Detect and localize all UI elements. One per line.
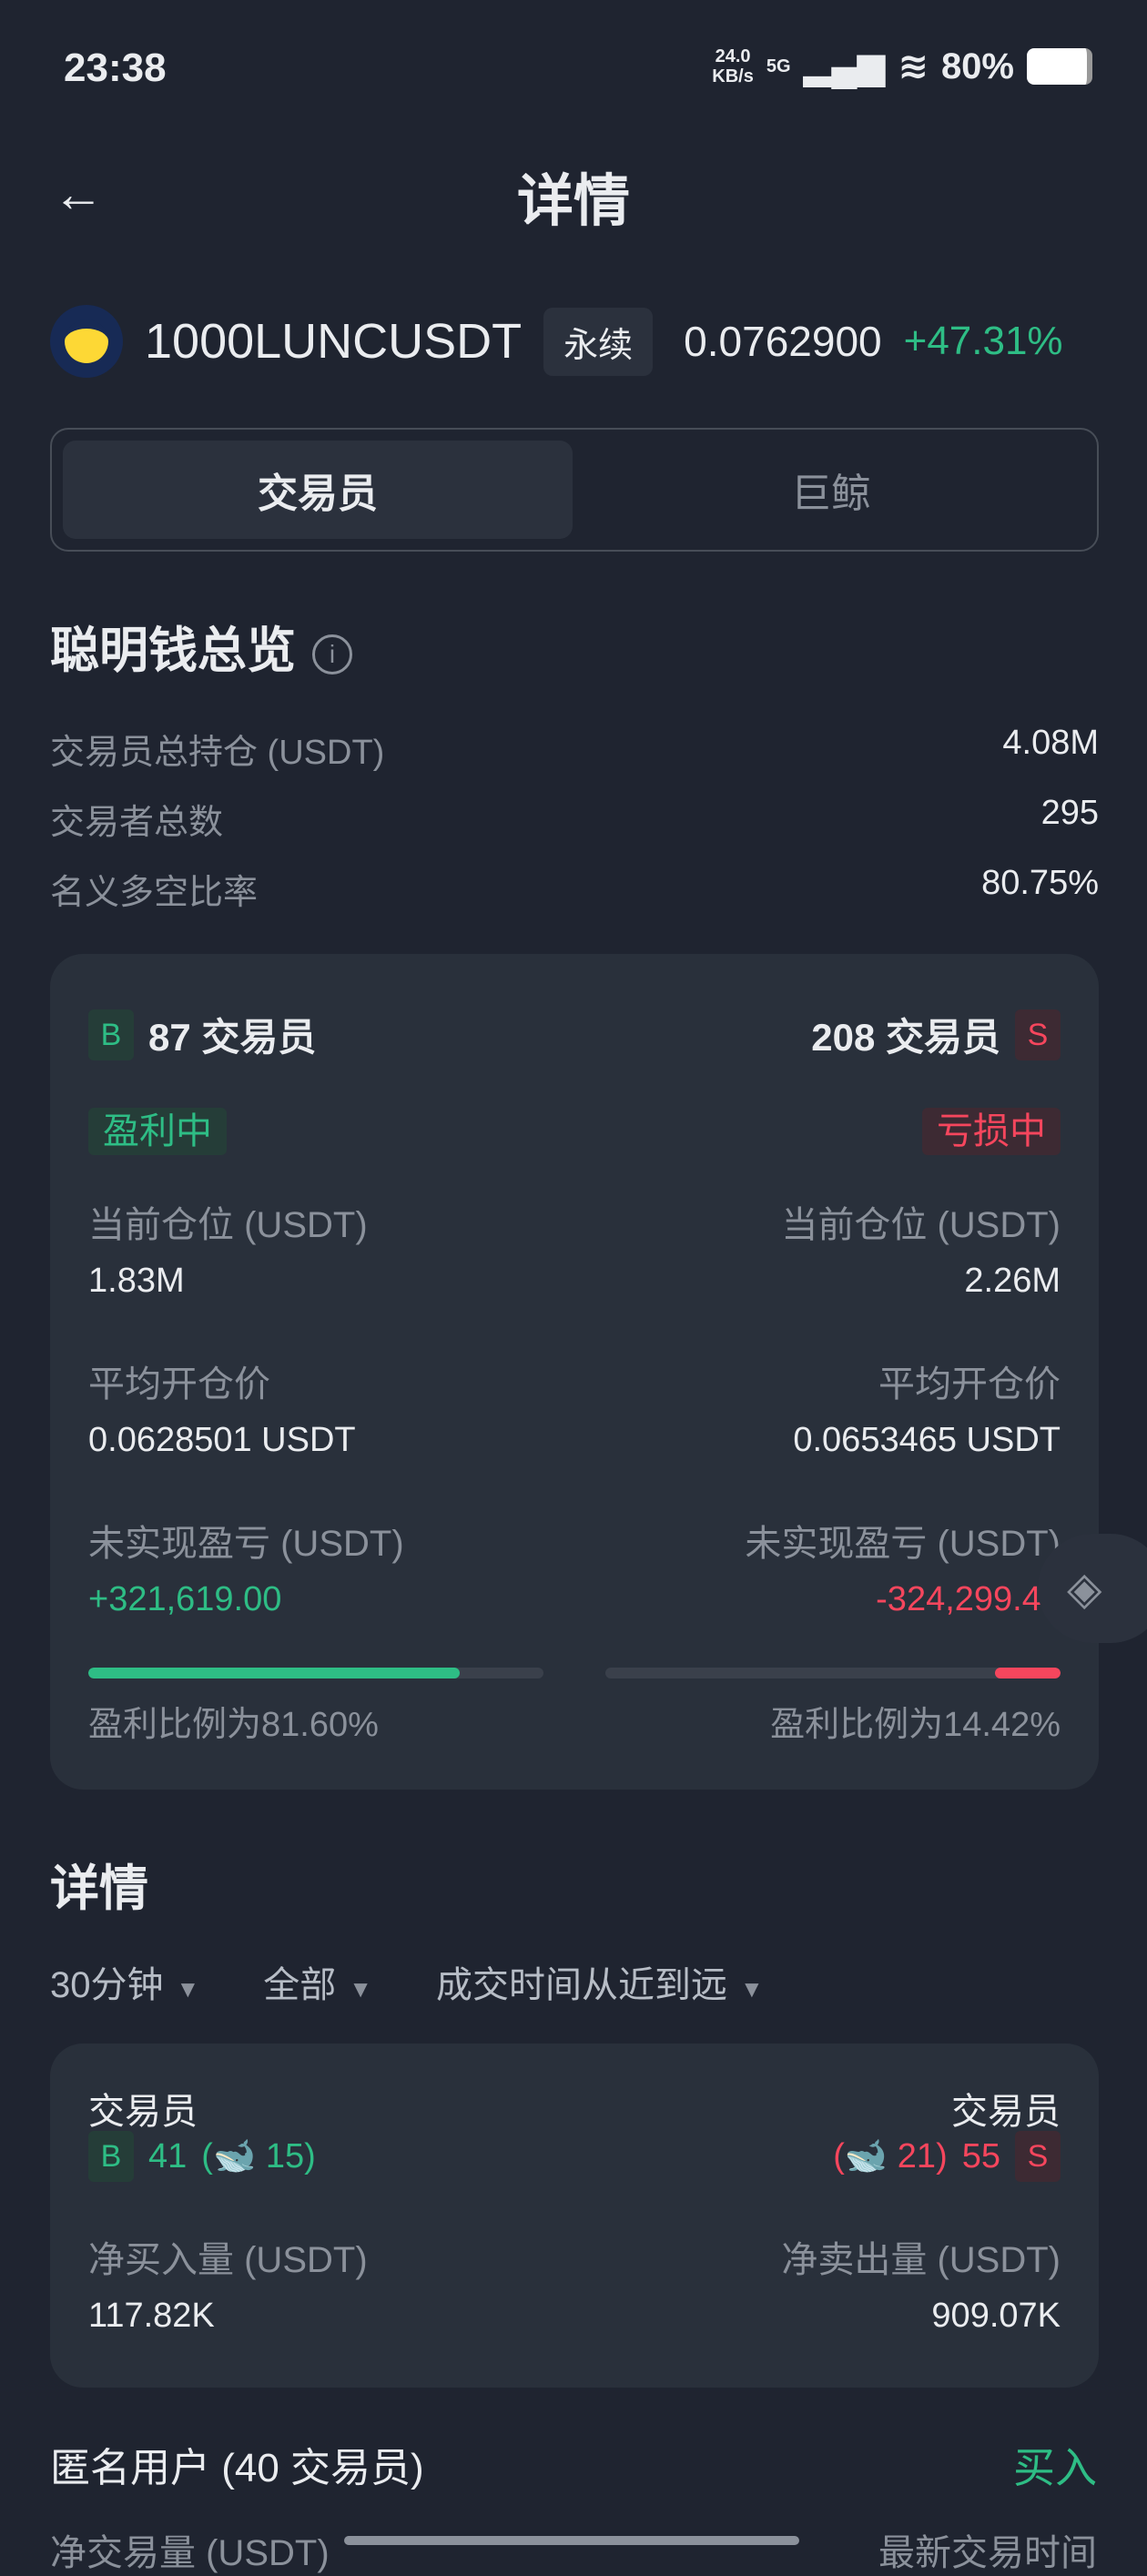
page-title: 详情 [516, 170, 630, 233]
details-title: 详情 [50, 1861, 148, 1916]
sell-vol: 909.07K [931, 2297, 1061, 2335]
sell-vol-label: 净卖出量 (USDT) [781, 2240, 1061, 2280]
filter-timeframe[interactable]: 30分钟 ▼ [50, 1965, 200, 2005]
caret-down-icon: ▼ [739, 1975, 764, 2003]
caret-down-icon: ▼ [176, 1975, 200, 2003]
filter-side[interactable]: 全部 ▼ [263, 1965, 372, 2005]
short-ratio-text: 盈利比例为14.42% [770, 1706, 1061, 1744]
tab-whales[interactable]: 巨鲸 [791, 472, 871, 516]
scrollbar[interactable] [344, 2536, 799, 2545]
buy-label: 交易员 [88, 2092, 198, 2132]
wifi-icon: ≋ [898, 46, 929, 86]
filter-sort[interactable]: 成交时间从近到远 ▼ [435, 1965, 764, 2005]
loss-status: 亏损中 [922, 1108, 1061, 1155]
whale-icon: 🐋 [844, 2137, 888, 2175]
battery-percent: 80% [940, 46, 1014, 86]
col-latest-time: 最新交易时间 [878, 2533, 1097, 2573]
short-ratio-bar [605, 1668, 1061, 1678]
buy-vol: 117.82K [88, 2297, 215, 2335]
tab-traders[interactable]: 交易员 [63, 441, 573, 539]
arrow-left-icon[interactable]: ← [53, 165, 104, 222]
status-icons: 24.0 KB/s 5G ▂▄▆ ≋ 80% [712, 46, 1092, 87]
summary-card: B 87 交易员 208 交易员 S 盈利中 亏损中 当前仓位 (USDT) 当前仓… [50, 954, 1099, 1790]
short-trader-count: 208 交易员 [811, 1016, 1000, 1059]
sell-badge: S [1015, 1009, 1061, 1060]
long-ratio-bar [88, 1668, 543, 1678]
long-trader-count: 87 交易员 [148, 1016, 317, 1059]
buy-vol-label: 净买入量 (USDT) [88, 2240, 368, 2280]
buy-counts: B 41 (🐋 15) [88, 2131, 316, 2182]
net-speed: 24.0 KB/s [712, 46, 754, 86]
short-pos-label: 当前仓位 (USDT) [781, 1205, 1061, 1245]
coin-logo-icon [50, 305, 123, 378]
long-avg-label: 平均开仓价 [88, 1364, 270, 1405]
coin-header: 1000LUNCUSDT 永续 0.0762900 +47.31% [50, 305, 1063, 378]
sell-counts: (🐋 21) 55 S [833, 2131, 1061, 2182]
battery-icon [1027, 48, 1092, 85]
whale-icon: 🐋 [212, 2137, 257, 2175]
long-pnl: +321,619.00 [88, 1580, 282, 1618]
coin-price: 0.0762900 [684, 318, 882, 365]
short-pnl: -324,299.46 [876, 1580, 1061, 1618]
sell-label: 交易员 [951, 2092, 1061, 2132]
short-avg-label: 平均开仓价 [878, 1364, 1061, 1405]
status-time: 23:38 [64, 46, 167, 90]
profit-status: 盈利中 [88, 1108, 227, 1155]
long-avg: 0.0628501 USDT [88, 1421, 356, 1459]
contract-type-tag: 永续 [543, 307, 654, 376]
info-icon[interactable]: i [312, 634, 352, 674]
tab-bar: 交易员 巨鲸 [50, 428, 1099, 552]
long-pos-label: 当前仓位 (USDT) [88, 1205, 368, 1245]
long-pos: 1.83M [88, 1262, 185, 1300]
price-change: +47.31% [903, 319, 1063, 363]
network-type: 5G [766, 56, 791, 76]
signal-icon: ▂▄▆ [803, 46, 886, 86]
overview-row: 交易员总持仓 (USDT) 4.08M [50, 724, 1099, 772]
overview-row: 交易者总数 295 [50, 794, 1099, 842]
side-label: 买入 [1013, 2444, 1097, 2491]
long-pnl-label: 未实现盈亏 (USDT) [88, 1524, 404, 1564]
short-avg: 0.0653465 USDT [793, 1421, 1061, 1459]
coin-symbol: 1000LUNCUSDT [145, 314, 523, 369]
anon-title: 匿名用户 (40 交易员) [50, 2446, 424, 2490]
binance-float-icon[interactable]: ◈ [1038, 1534, 1147, 1643]
filter-bar: 30分钟 ▼ 全部 ▼ 成交时间从近到远 ▼ [50, 1955, 764, 2008]
buy-badge: B [88, 1009, 134, 1060]
overview-title: 聪明钱总览 i [50, 610, 352, 682]
short-pos: 2.26M [964, 1262, 1061, 1300]
col-net-volume: 净交易量 (USDT) [50, 2533, 330, 2573]
details-card: 交易员 交易员 B 41 (🐋 15) (🐋 21) 55 S 净买入量 (USDT) … [50, 2044, 1099, 2388]
short-pnl-label: 未实现盈亏 (USDT) [745, 1524, 1061, 1564]
long-ratio-text: 盈利比例为81.60% [88, 1706, 379, 1744]
caret-down-icon: ▼ [349, 1975, 372, 2003]
overview-row: 名义多空比率 80.75% [50, 864, 1099, 912]
